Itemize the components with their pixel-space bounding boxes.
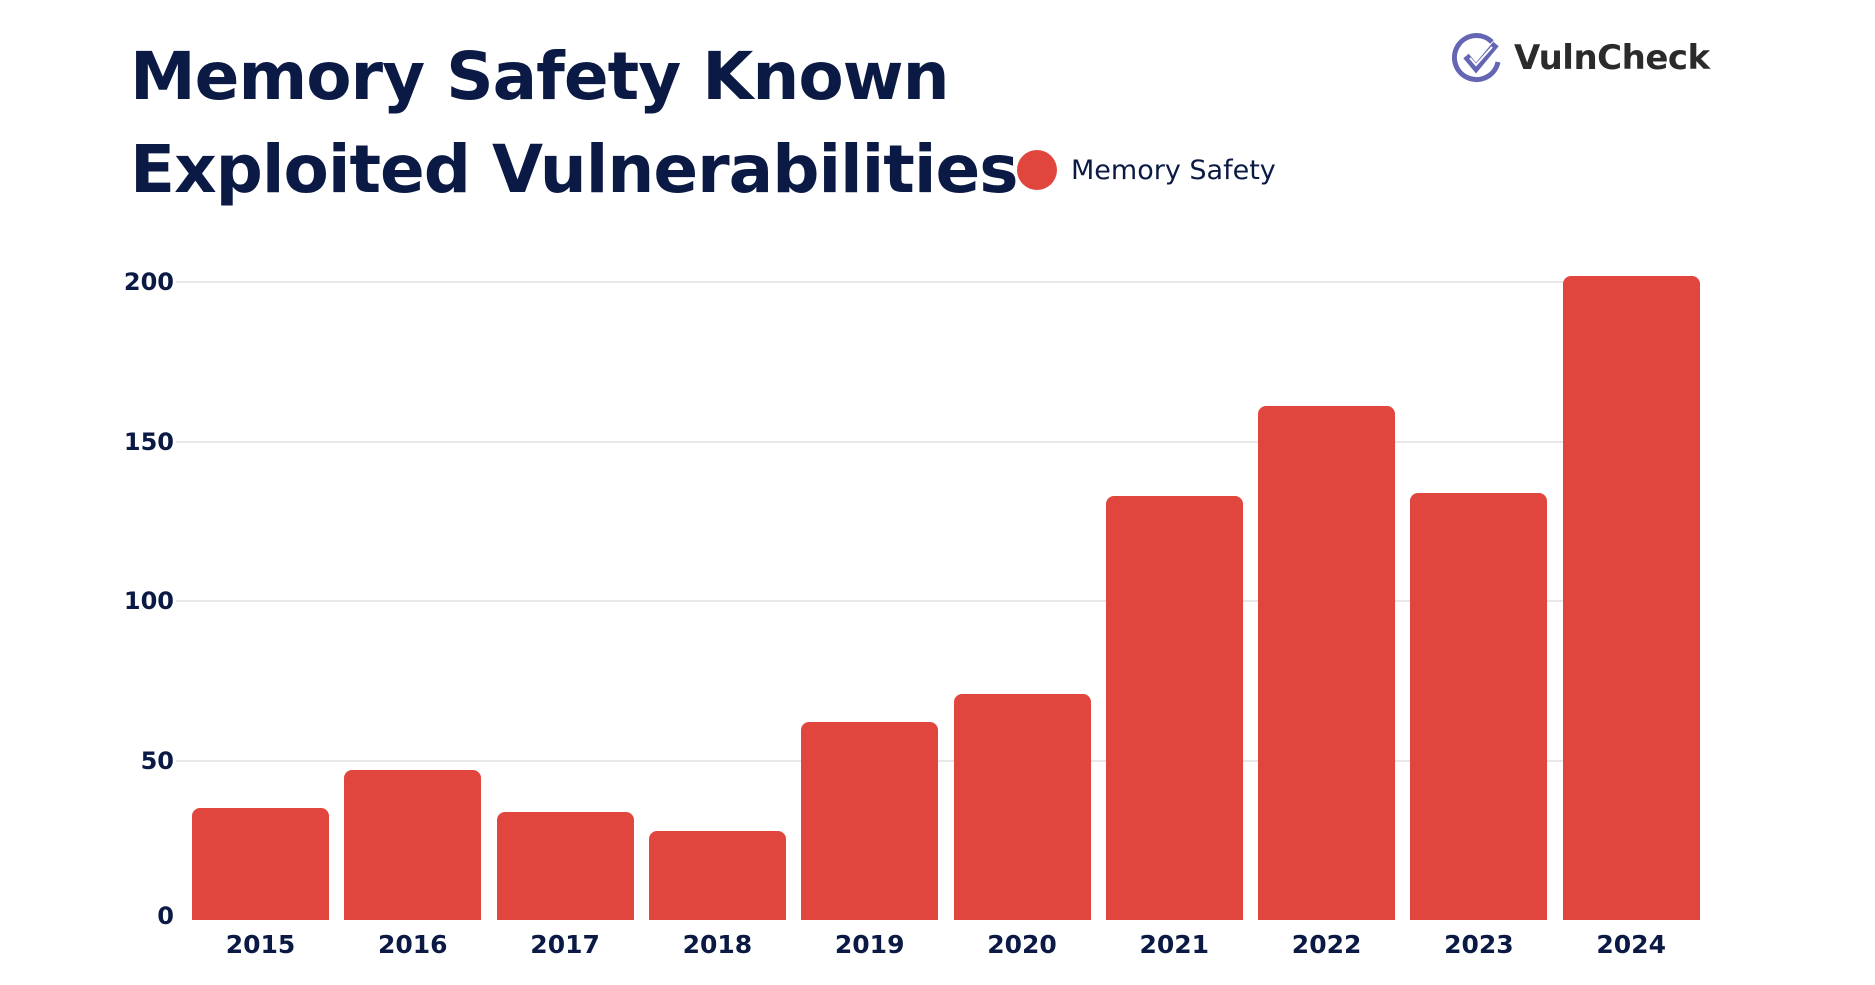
legend-swatch-memory-safety — [1017, 150, 1057, 190]
bar-2016[interactable] — [344, 770, 482, 920]
chart-title: Memory Safety Known Exploited Vulnerabil… — [130, 30, 1019, 216]
bar-2021[interactable] — [1105, 495, 1243, 920]
x-axis-tick-label: 2020 — [987, 930, 1057, 959]
check-circle-icon — [1452, 33, 1501, 83]
legend-label-memory-safety: Memory Safety — [1071, 154, 1276, 186]
bar-2018[interactable] — [648, 830, 786, 920]
bar-2022[interactable] — [1258, 406, 1396, 920]
x-axis-tick-label: 2017 — [530, 930, 600, 959]
x-axis-tick-label: 2019 — [834, 930, 905, 959]
x-axis-tick-label: 2021 — [1139, 930, 1210, 959]
y-axis-tick-label: 200 — [123, 268, 174, 296]
bar-2023[interactable] — [1410, 492, 1548, 920]
bar-2017[interactable] — [496, 811, 634, 920]
gridline-150 — [176, 440, 1696, 443]
x-axis-tick-label: 2018 — [682, 930, 753, 959]
chart-title-line-1: Memory Safety Known — [130, 38, 950, 115]
bar-2024[interactable] — [1562, 275, 1700, 920]
bar-2019[interactable] — [801, 722, 939, 920]
y-axis-tick-label: 150 — [123, 427, 174, 456]
x-axis-tick-label: 2024 — [1596, 930, 1666, 959]
gridline-100 — [176, 600, 1696, 602]
bar-2015[interactable] — [192, 808, 329, 920]
gridline-200 — [176, 281, 1696, 283]
y-axis-tick-label: 100 — [123, 587, 174, 615]
x-axis-tick-label: 2023 — [1444, 930, 1514, 959]
x-axis-tick-label: 2022 — [1291, 930, 1362, 959]
vulncheck-logo: VulnCheck — [1452, 32, 1710, 84]
chart-title-line-2: Exploited Vulnerabilities — [130, 131, 1019, 208]
legend: Memory Safety — [1017, 150, 1276, 190]
logo-text: VulnCheck — [1514, 38, 1710, 78]
bar-2020[interactable] — [953, 693, 1091, 920]
x-axis-tick-label: 2016 — [378, 930, 448, 959]
y-axis-tick-label: 0 — [157, 902, 174, 930]
x-axis-tick-label: 2015 — [225, 930, 296, 959]
y-axis-tick-label: 50 — [140, 746, 174, 775]
